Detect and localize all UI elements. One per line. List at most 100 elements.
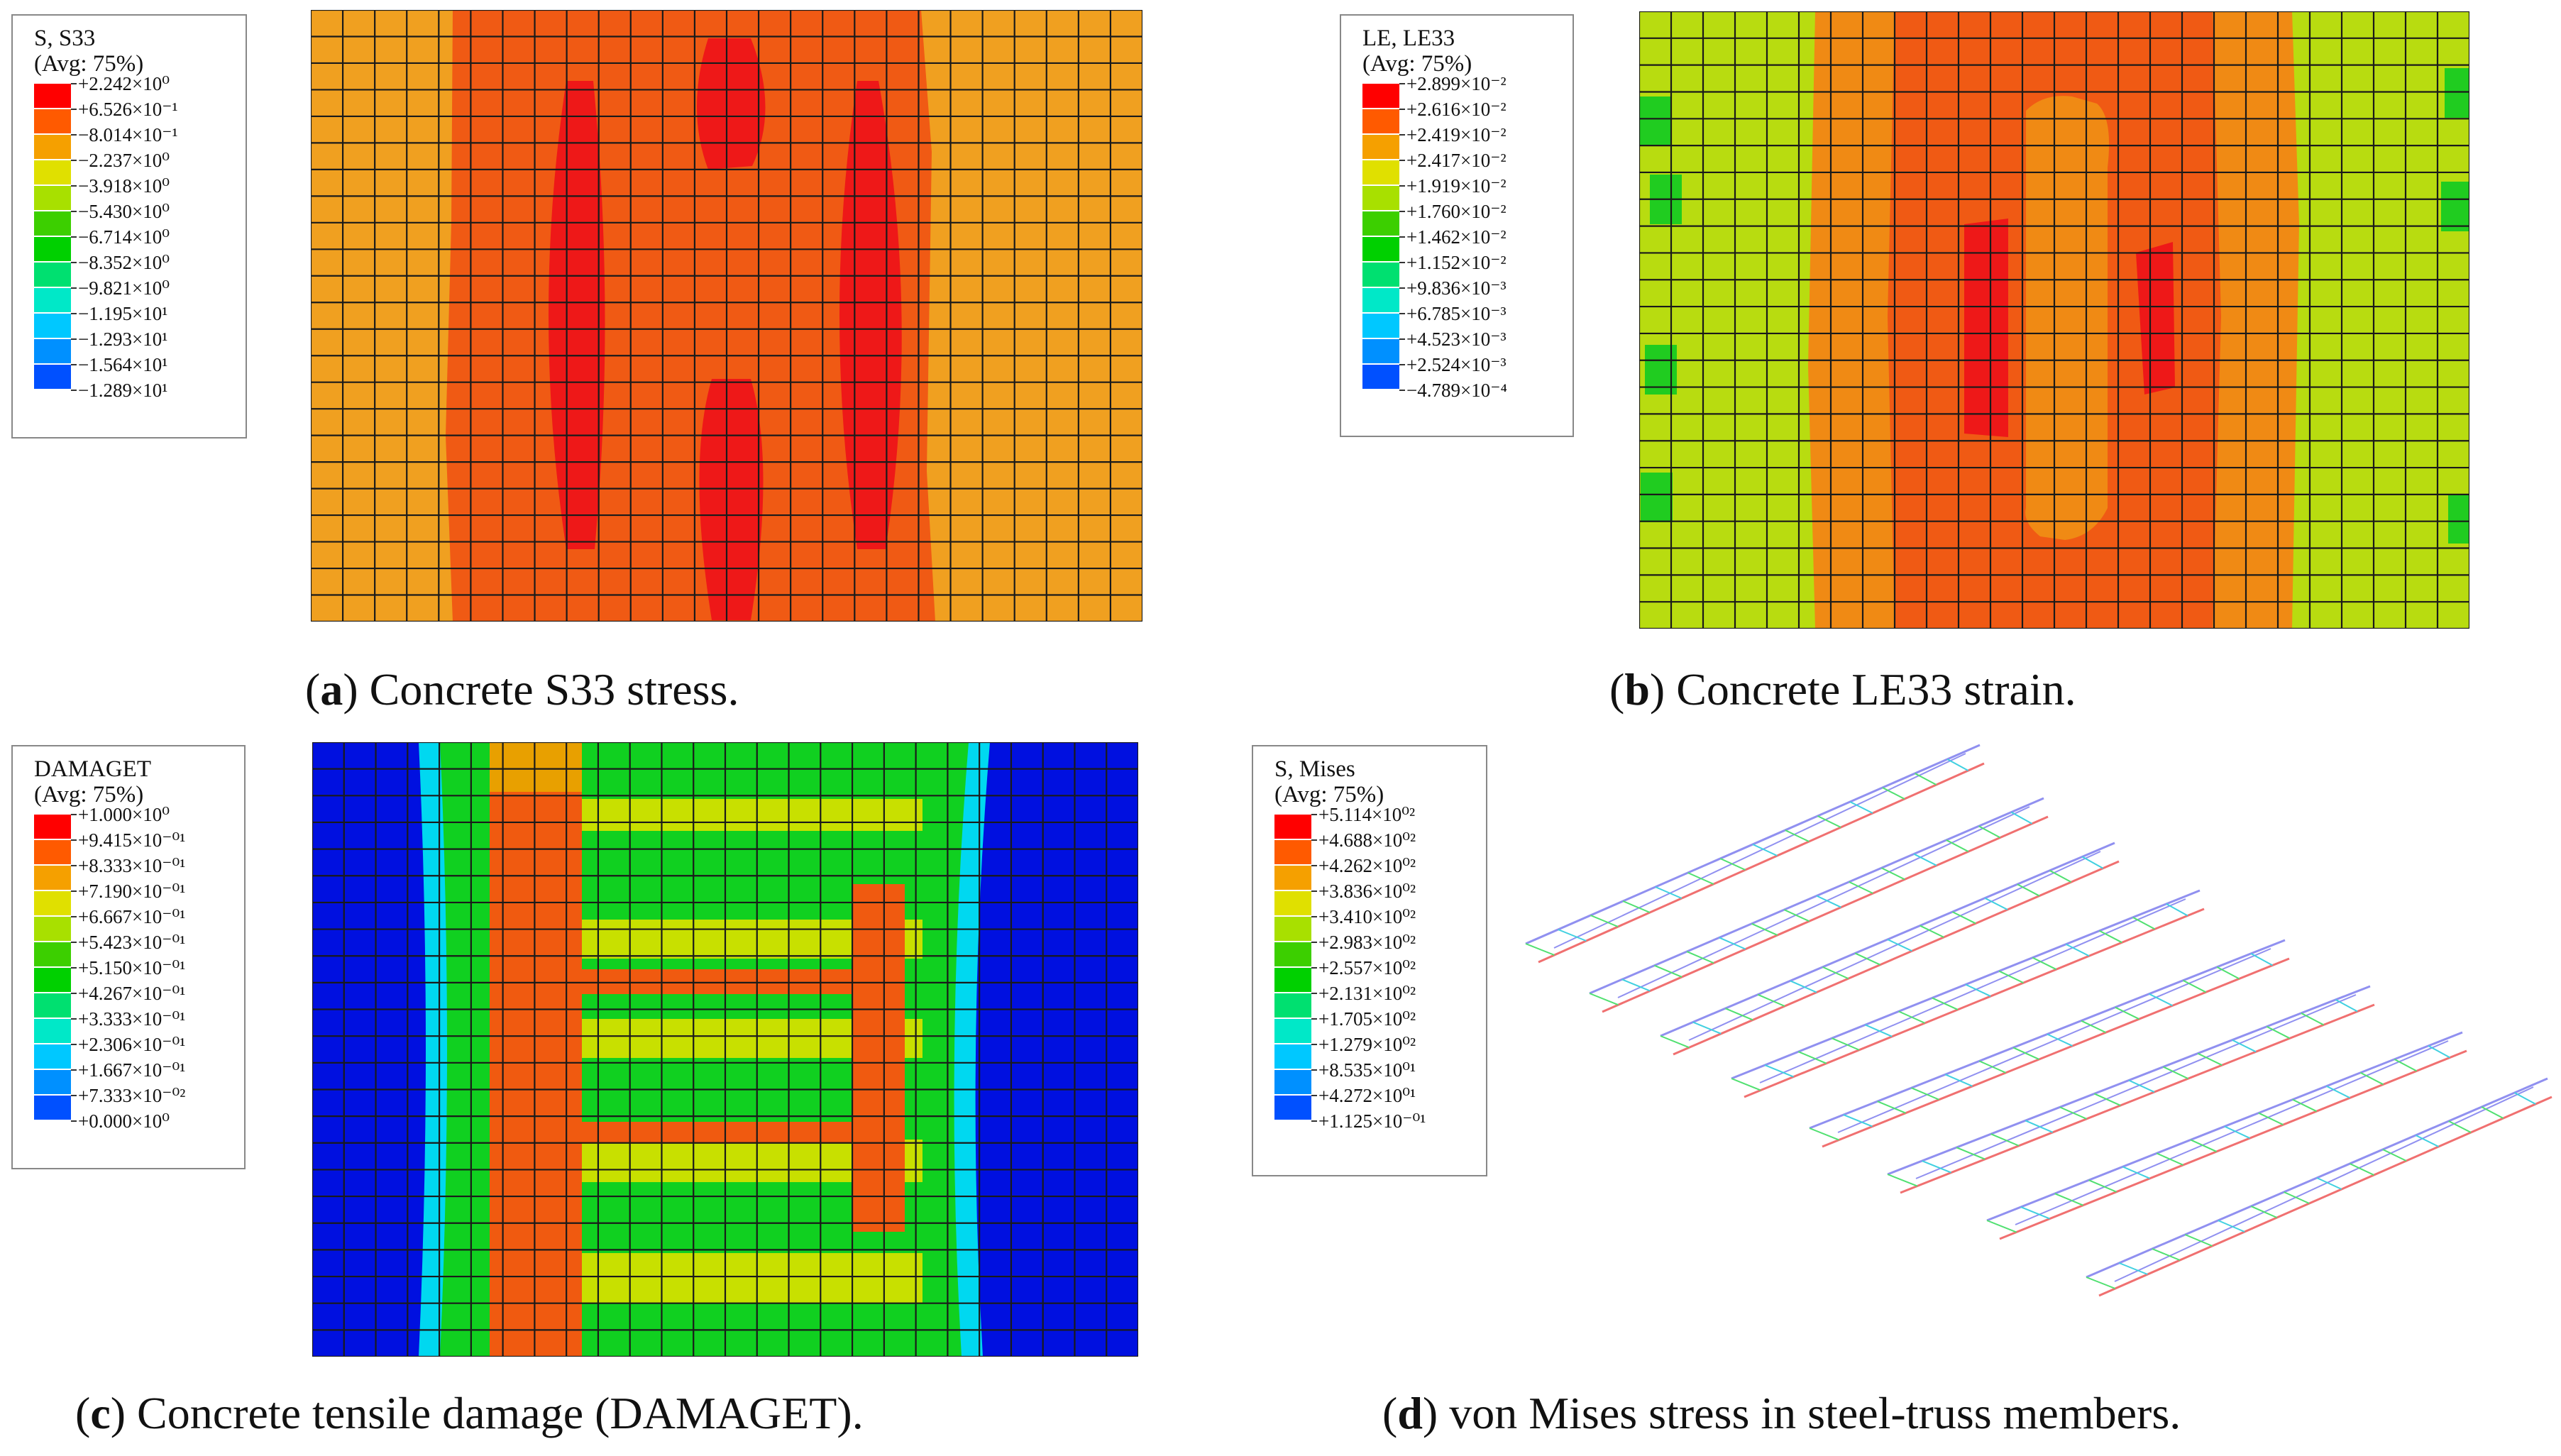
truss-diagonal <box>1757 993 1785 1007</box>
legend-tick <box>1399 313 1405 314</box>
legend-swatch <box>34 186 71 210</box>
truss-diagonal <box>1816 895 1841 908</box>
truss-diagonal <box>2032 956 2057 971</box>
legend-mises: S, Mises (Avg: 75%) +5.114×10⁰² +4.688×10⁰²… <box>1252 745 1487 1176</box>
legend-tick <box>1311 890 1317 892</box>
legend-label: +1.760×10⁻² <box>1406 201 1507 222</box>
truss-diagonal <box>2010 811 2033 824</box>
legend-label: +9.836×10⁻³ <box>1406 277 1507 299</box>
legend-label: +4.523×10⁻³ <box>1406 329 1507 350</box>
legend-swatch <box>34 237 71 261</box>
contour-plot-s33 <box>311 10 1142 622</box>
legend-tick <box>71 1018 77 1020</box>
truss-bottom-chord <box>1673 860 2120 1056</box>
truss-diagonal <box>2163 1066 2188 1080</box>
legend-swatch <box>34 1096 71 1120</box>
truss-diagonal <box>1877 1101 1906 1114</box>
truss-diagonal <box>1752 844 1778 856</box>
legend-swatch <box>34 288 71 312</box>
legend-tick <box>1399 287 1405 289</box>
legend-label: −6.714×10⁰ <box>78 226 170 248</box>
truss-diagonal <box>2284 1191 2310 1204</box>
truss-diagonal <box>1843 1114 1873 1127</box>
truss-diagonal <box>2250 1206 2278 1218</box>
truss-bottom-chord <box>1999 1049 2467 1240</box>
truss-diagonal <box>2359 1071 2384 1086</box>
legend-label: +5.423×10⁻⁰¹ <box>78 932 186 953</box>
legend-s33: S, S33 (Avg: 75%) +2.242×10⁰ +6.526×10⁻¹ −8.… <box>11 14 247 439</box>
legend-swatch <box>1274 942 1311 966</box>
legend-label: +2.616×10⁻² <box>1406 99 1507 120</box>
legend-tick <box>71 109 77 110</box>
truss-diagonal <box>2086 1276 2116 1289</box>
legend-tick <box>71 942 77 943</box>
legend-tick <box>1399 134 1405 136</box>
truss-diagonal <box>1589 993 1619 1006</box>
truss-diagonal <box>1946 759 1969 771</box>
legend-swatch <box>1362 288 1399 312</box>
truss-member <box>1525 744 1985 964</box>
legend-tick <box>1311 839 1317 841</box>
legend-swatch <box>34 211 71 236</box>
legend-swatch <box>34 917 71 941</box>
truss-diagonal <box>1655 886 1682 899</box>
legend-label: +2.306×10⁻⁰¹ <box>78 1034 186 1055</box>
legend-tick <box>1399 390 1405 391</box>
truss-diagonal <box>1731 1078 1761 1091</box>
legend-swatch <box>1362 160 1399 184</box>
legend-swatch <box>1362 84 1399 108</box>
legend-label: +1.919×10⁻² <box>1406 175 1507 197</box>
region-high-left <box>549 81 605 549</box>
truss-diagonal <box>2250 953 2273 966</box>
truss-diagonal <box>2415 1135 2439 1147</box>
legend-damaget: DAMAGET (Avg: 75%) +1.000×10⁰ +9.415×10⁻⁰¹ +… <box>11 745 246 1169</box>
legend-label: −2.237×10⁰ <box>78 150 170 171</box>
legend-tick <box>1311 814 1317 815</box>
truss-side-chord <box>2015 1040 2449 1225</box>
truss-diagonal <box>2047 1033 2073 1047</box>
legend-label: −8.014×10⁻¹ <box>78 124 178 145</box>
region-high-bottom <box>699 379 764 620</box>
truss-plot-mises <box>1490 731 2561 1369</box>
truss-diagonal <box>1849 801 1873 814</box>
legend-tick <box>71 262 77 263</box>
legend-swatch <box>1362 339 1399 363</box>
legend-label: −1.564×10¹ <box>78 354 168 375</box>
truss-diagonal <box>1956 1147 1986 1160</box>
legend-tick <box>71 185 77 187</box>
legend-subtitle: (Avg: 75%) <box>34 51 144 77</box>
truss-diagonal <box>1922 1160 1951 1174</box>
region-right-strip <box>852 884 905 1232</box>
truss-bottom-chord <box>1822 957 2290 1148</box>
truss-member <box>1887 985 2375 1194</box>
truss-diagonal <box>1965 983 1991 997</box>
truss-diagonal <box>1880 867 1905 881</box>
truss-diagonal <box>1822 966 1849 980</box>
legend-swatch <box>34 314 71 338</box>
truss-diagonal <box>2382 1149 2407 1162</box>
legend-tick <box>1311 1018 1317 1020</box>
caption-a: (a) Concrete S33 stress. <box>305 664 739 715</box>
legend-label: −1.289×10¹ <box>78 380 168 401</box>
legend-title: S, S33 <box>34 26 96 51</box>
truss-diagonal <box>2292 1098 2317 1113</box>
truss-diagonal <box>1849 881 1873 894</box>
truss-diagonal <box>1984 897 2008 910</box>
truss-diagonal <box>1817 815 1841 828</box>
legend-swatch <box>1274 917 1311 941</box>
truss-diagonal <box>2156 1152 2183 1166</box>
legend-tick <box>1311 865 1317 866</box>
truss-diagonal <box>1920 925 1944 938</box>
legend-label: +3.333×10⁻⁰¹ <box>78 1008 186 1030</box>
truss-member <box>1809 939 2290 1148</box>
legend-label: +2.557×10⁰² <box>1318 957 1416 978</box>
truss-diagonal <box>2115 1006 2139 1020</box>
legend-swatch <box>34 968 71 992</box>
truss-diagonal <box>2054 1193 2083 1206</box>
truss-diagonal <box>1622 900 1651 913</box>
caption-d: (d) von Mises stress in steel-truss memb… <box>1382 1388 2181 1438</box>
legend-swatch <box>34 815 71 839</box>
legend-swatch <box>34 840 71 864</box>
legend-label: +1.125×10⁻⁰¹ <box>1318 1110 1426 1132</box>
legend-swatch <box>1362 237 1399 261</box>
